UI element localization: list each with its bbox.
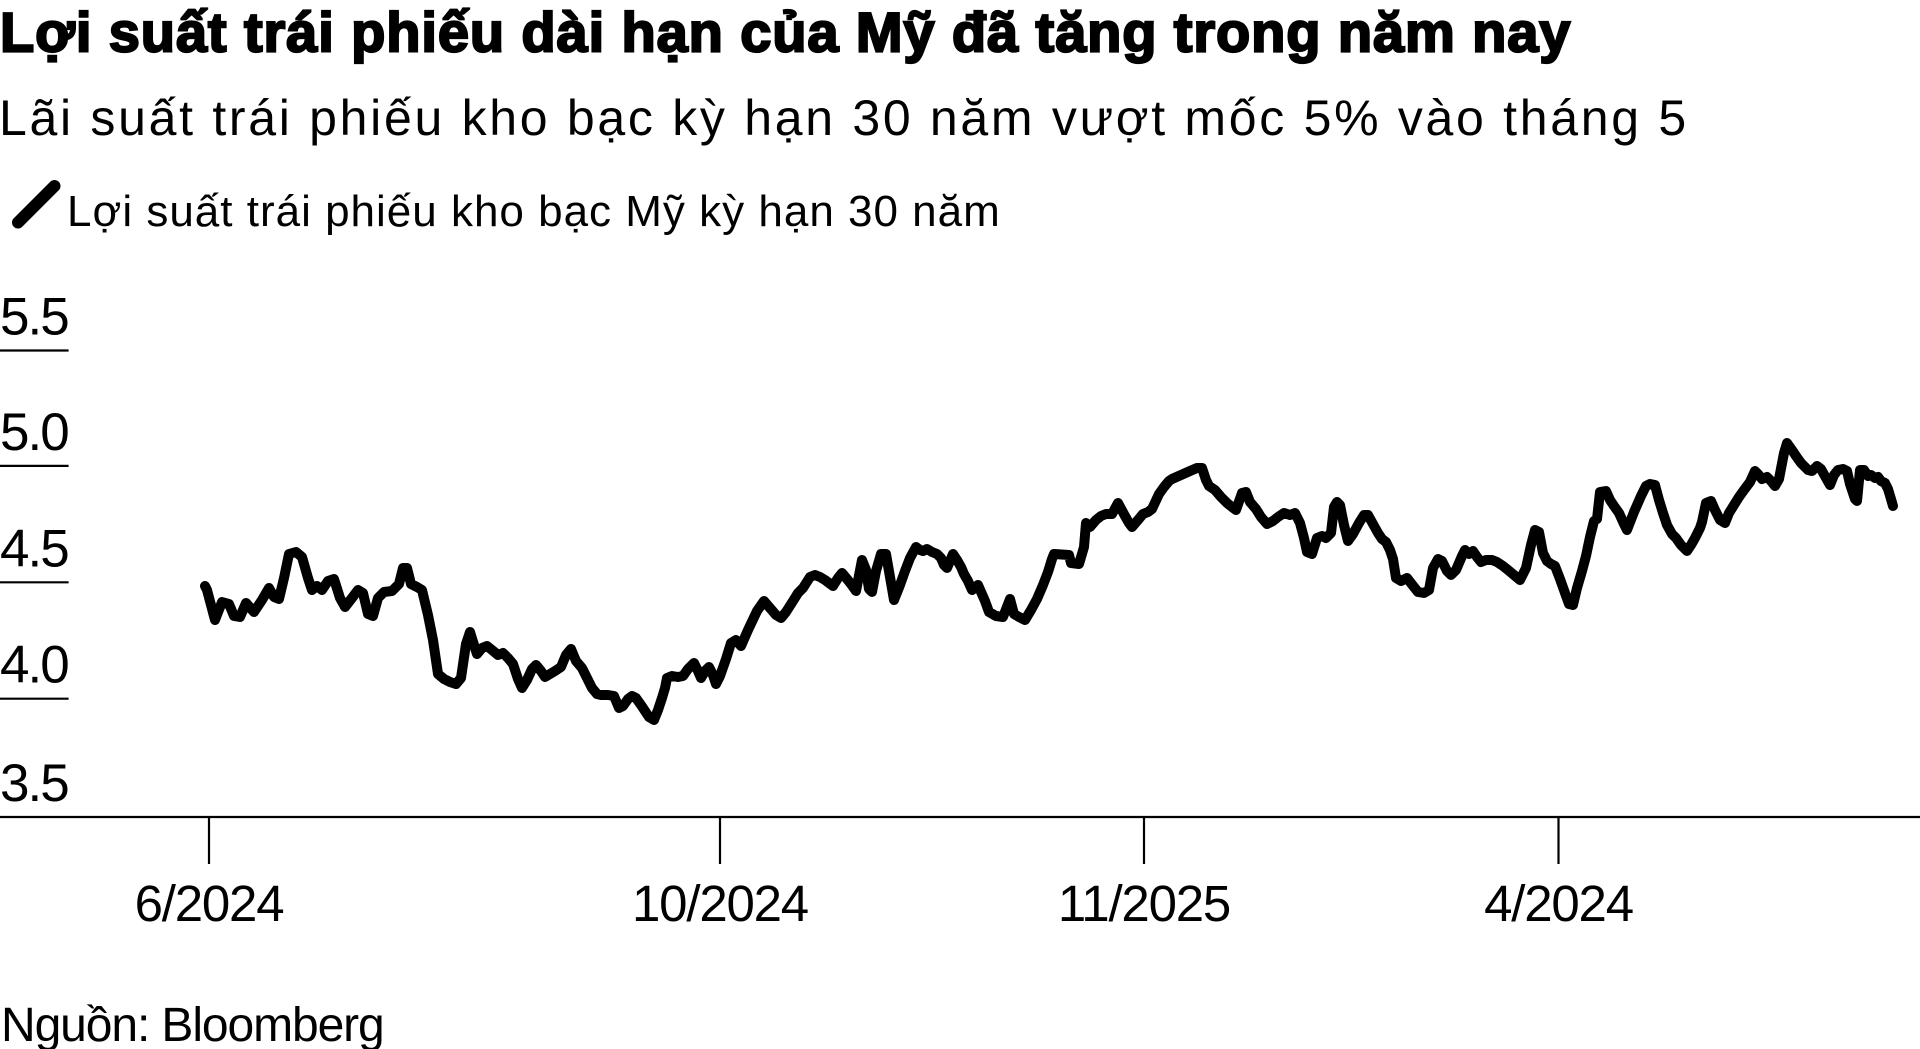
svg-text:Nguồn: Bloomberg: Nguồn: Bloomberg xyxy=(1,999,384,1049)
svg-text:4.0: 4.0 xyxy=(0,636,68,695)
svg-text:10/2024: 10/2024 xyxy=(632,875,808,932)
svg-text:5.5: 5.5 xyxy=(0,288,68,347)
svg-text:Lợi suất trái phiếu dài hạn củ: Lợi suất trái phiếu dài hạn của Mỹ đã tă… xyxy=(0,1,1571,64)
svg-text:5.0: 5.0 xyxy=(0,403,68,462)
svg-text:11/2025: 11/2025 xyxy=(1058,875,1230,932)
svg-text:Lãi suất trái phiếu kho bạc kỳ: Lãi suất trái phiếu kho bạc kỳ hạn 30 nă… xyxy=(0,90,1689,146)
svg-text:4.5: 4.5 xyxy=(0,519,68,578)
svg-text:3.5: 3.5 xyxy=(0,754,68,813)
svg-text:6/2024: 6/2024 xyxy=(135,875,284,932)
svg-text:Lợi suất trái phiếu kho bạc Mỹ: Lợi suất trái phiếu kho bạc Mỹ kỳ hạn 30… xyxy=(67,187,1001,236)
svg-text:4/2024: 4/2024 xyxy=(1484,875,1633,932)
